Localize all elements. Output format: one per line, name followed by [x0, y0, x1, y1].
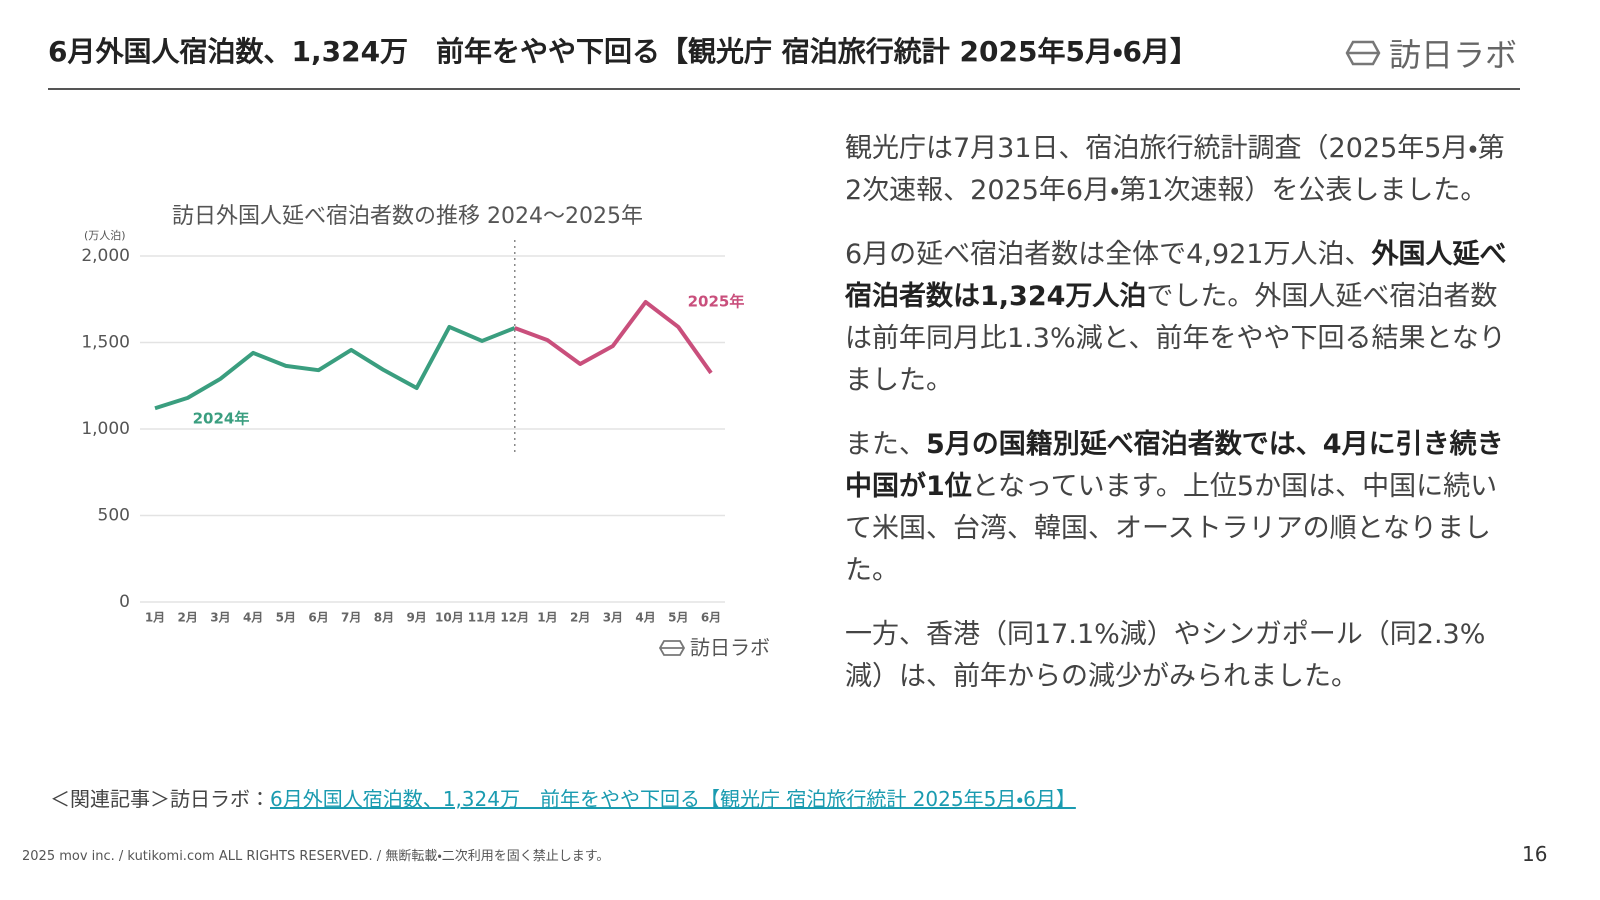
- x-tick-label: 3月: [603, 611, 623, 625]
- x-tick-label: 6月: [308, 611, 328, 625]
- chart-title: 訪日外国人延べ宿泊者数の推移 2024～2025年: [172, 204, 643, 229]
- y-axis-label: (万人泊): [84, 229, 126, 242]
- chart-logo-icon: [658, 640, 686, 656]
- text: となっています。上位5か国は、中国に続いて米国、台湾、韓国、オーストラリアの順と…: [845, 471, 1498, 586]
- series-label: 2025年: [688, 293, 745, 311]
- x-tick-label: 7月: [341, 611, 361, 625]
- x-tick-label: 9月: [406, 611, 426, 625]
- text: また、: [845, 429, 926, 460]
- x-tick-label: 5月: [276, 611, 296, 625]
- related-prefix: ＜関連記事＞訪日ラボ：: [50, 787, 270, 811]
- body-text: 観光庁は7月31日、宿泊旅行統計調査（2025年5月・第2次速報、2025年6月…: [845, 128, 1510, 720]
- bold-text: 5月の国籍別延べ宿泊者数では、4月に引き続き中国が1位: [845, 429, 1504, 502]
- paragraph: また、5月の国籍別延べ宿泊者数では、4月に引き続き中国が1位となっています。上位…: [845, 424, 1510, 592]
- x-tick-label: 11月: [468, 611, 497, 625]
- logo-text: 訪日ラボ: [1389, 36, 1518, 74]
- copyright: 2025 mov inc. / kutikomi.com ALL RIGHTS …: [22, 849, 610, 864]
- paragraph: 6月の延べ宿泊者数は全体で4,921万人泊、外国人延べ宿泊者数は1,324万人泊…: [845, 234, 1510, 402]
- paragraph: 一方、香港（同17.1%減）やシンガポール（同2.3%減）は、前年からの減少がみ…: [845, 614, 1510, 698]
- y-tick-label: 500: [98, 506, 130, 526]
- x-tick-label: 6月: [701, 611, 721, 625]
- logo: 訪日ラボ: [1345, 30, 1517, 76]
- paragraph: 観光庁は7月31日、宿泊旅行統計調査（2025年5月・第2次速報、2025年6月…: [845, 128, 1510, 212]
- x-tick-label: 2月: [178, 611, 198, 625]
- series-label: 2024年: [193, 410, 250, 428]
- x-tick-label: 2月: [570, 611, 590, 625]
- x-tick-label: 4月: [243, 611, 263, 625]
- text: 観光庁は7月31日、宿泊旅行統計調査（2025年5月・第2次速報、2025年6月…: [845, 133, 1505, 206]
- x-tick-label: 1月: [537, 611, 557, 625]
- text: でした。外国人延べ宿泊者数は前年同月比1.3%減と、前年をやや下回る結果となりま…: [845, 281, 1506, 396]
- y-tick-label: 0: [119, 592, 130, 612]
- logo-icon: [1345, 40, 1381, 66]
- title: 6月外国人宿泊数、1,324万 前年をやや下回る【観光庁 宿泊旅行統計 2025…: [48, 35, 1198, 68]
- x-tick-label: 4月: [635, 611, 655, 625]
- series-line: [514, 300, 713, 375]
- bold-text: 外国人延べ宿泊者数は1,324万人泊: [845, 239, 1507, 312]
- x-tick-label: 12月: [500, 611, 529, 625]
- text: 6月の延べ宿泊者数は全体で4,921万人泊、: [845, 239, 1372, 270]
- y-tick-label: 1,000: [81, 419, 130, 439]
- related-link[interactable]: 6月外国人宿泊数、1,324万 前年をやや下回る【観光庁 宿泊旅行統計 2025…: [270, 787, 1076, 811]
- x-tick-label: 1月: [145, 611, 165, 625]
- chart: 訪日外国人延べ宿泊者数の推移 2024～2025年 (万人泊) 訪日ラボ 0 50…: [81, 204, 770, 660]
- chart-logo: 訪日ラボ: [690, 636, 770, 660]
- y-tick-label: 2,000: [81, 246, 130, 266]
- text: 一方、香港（同17.1%減）やシンガポール（同2.3%減）は、前年からの減少がみ…: [845, 619, 1486, 692]
- x-tick-label: 8月: [374, 611, 394, 625]
- x-tick-label: 3月: [210, 611, 230, 625]
- x-tick-label: 10月: [435, 611, 464, 625]
- page-number: 16: [1522, 842, 1548, 866]
- header-rule: [48, 88, 1520, 90]
- series-line: [154, 324, 516, 411]
- related: ＜関連記事＞訪日ラボ：6月外国人宿泊数、1,324万 前年をやや下回る【観光庁 …: [50, 783, 1076, 812]
- x-tick-label: 5月: [668, 611, 688, 625]
- y-tick-label: 1,500: [81, 333, 130, 353]
